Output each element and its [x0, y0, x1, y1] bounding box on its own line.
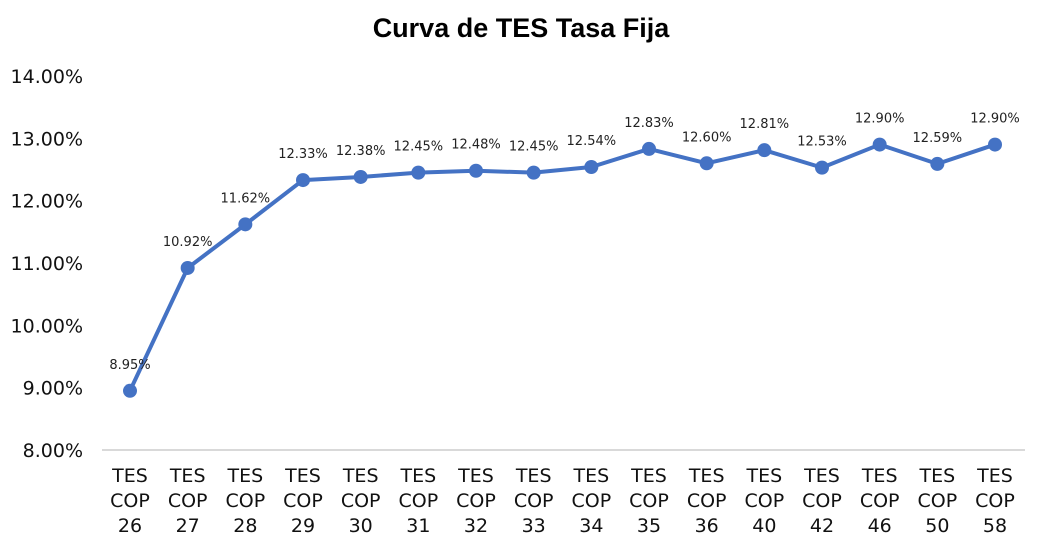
- data-label: 12.90%: [855, 112, 905, 127]
- data-point: [469, 163, 483, 178]
- x-tick-label: TES COP 58: [975, 465, 1015, 537]
- data-label: 12.33%: [278, 147, 328, 162]
- data-point: [988, 137, 1002, 152]
- chart-title: Curva de TES Tasa Fija: [373, 13, 671, 43]
- x-tick-label: TES COP 26: [110, 465, 150, 537]
- data-point: [584, 160, 599, 175]
- y-tick-label: 12.00%: [11, 191, 83, 213]
- data-point: [642, 141, 656, 156]
- x-tick-label: TES COP 50: [917, 465, 957, 537]
- x-tick-label: TES COP 30: [341, 465, 381, 537]
- x-tick-label: TES COP 33: [514, 465, 554, 537]
- data-label: 11.62%: [221, 191, 271, 206]
- x-tick-label: TES COP 40: [744, 465, 784, 537]
- y-tick-label: 13.00%: [11, 128, 83, 150]
- data-label: 12.60%: [682, 130, 732, 145]
- x-tick-label: TES COP 31: [398, 465, 438, 537]
- data-label: 12.83%: [624, 116, 674, 131]
- x-tick-label: TES COP 28: [225, 465, 265, 537]
- data-point: [353, 169, 368, 184]
- data-point: [123, 383, 137, 398]
- data-label: 12.59%: [913, 131, 963, 146]
- data-label: 12.53%: [797, 135, 847, 150]
- x-tick-label: TES COP 32: [456, 465, 496, 537]
- data-label: 12.45%: [509, 140, 559, 155]
- data-point: [815, 160, 829, 175]
- series-line: [128, 142, 996, 392]
- data-point: [411, 165, 426, 180]
- data-point: [296, 173, 310, 188]
- x-tick-label: TES COP 42: [802, 465, 842, 537]
- data-label: 10.92%: [163, 235, 213, 250]
- data-label: 12.38%: [336, 144, 386, 159]
- data-point: [872, 137, 887, 152]
- data-point: [699, 156, 714, 171]
- y-tick-label: 14.00%: [11, 66, 83, 88]
- x-tick-label: TES COP 46: [860, 465, 900, 537]
- x-tick-label: TES COP 27: [168, 465, 208, 537]
- data-point: [526, 165, 541, 180]
- data-label: 12.45%: [394, 140, 444, 155]
- data-point: [180, 260, 195, 275]
- y-tick-label: 10.00%: [11, 315, 83, 337]
- data-label: 8.95%: [109, 358, 150, 373]
- data-point: [757, 143, 772, 158]
- x-tick-label: TES COP 29: [283, 465, 323, 537]
- x-tick-label: TES COP 36: [687, 465, 727, 537]
- y-tick-label: 8.00%: [23, 440, 83, 462]
- data-point: [930, 156, 945, 171]
- y-tick-label: 9.00%: [23, 378, 83, 400]
- data-label: 12.90%: [970, 112, 1020, 127]
- data-point: [238, 217, 253, 232]
- x-tick-label: TES COP 35: [629, 465, 669, 537]
- data-label: 12.48%: [451, 138, 501, 153]
- data-label: 12.81%: [740, 117, 790, 132]
- y-tick-label: 11.00%: [11, 253, 83, 275]
- data-label: 12.54%: [567, 134, 617, 149]
- x-tick-label: TES COP 34: [571, 465, 611, 537]
